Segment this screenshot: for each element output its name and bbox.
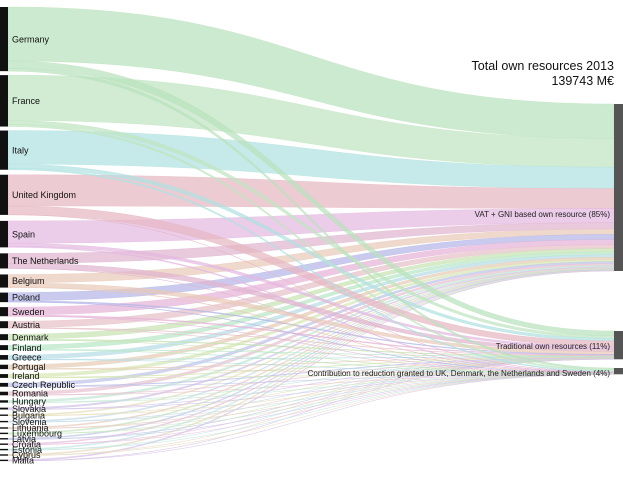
source-label-sweden: Sweden	[12, 307, 45, 317]
source-label-croatia: Croatia	[12, 439, 41, 449]
source-label-bulgaria: Bulgaria	[12, 410, 45, 420]
source-node-luxembourg	[0, 432, 8, 435]
source-label-italy: Italy	[12, 145, 29, 155]
chart-subtitle: 139743 M€	[551, 74, 614, 88]
source-node-lithuania	[0, 427, 8, 429]
source-node-bulgaria	[0, 414, 8, 416]
target-label-1: VAT + GNI based own resource (85%)	[475, 210, 611, 219]
source-node-czech-republic	[0, 382, 8, 387]
source-label-germany: Germany	[12, 34, 50, 44]
target-nodes: VAT + GNI based own resource (85%) Tradit…	[308, 104, 623, 378]
source-label-luxembourg: Luxembourg	[12, 429, 62, 439]
source-node-finland	[0, 345, 8, 351]
source-node-united-kingdom	[0, 174, 8, 215]
source-label-slovakia: Slovakia	[12, 404, 46, 414]
target-label-3: Contribution to reduction granted to UK,…	[308, 369, 611, 378]
source-node-portugal	[0, 364, 8, 370]
source-node-malta	[0, 459, 8, 462]
source-node-slovakia	[0, 407, 8, 410]
source-label-united-kingdom: United Kingdom	[12, 190, 76, 200]
source-label-slovenia: Slovenia	[12, 417, 47, 427]
source-label-ireland: Ireland	[12, 371, 40, 381]
source-label-poland: Poland	[12, 293, 40, 303]
source-node-poland	[0, 292, 8, 303]
source-node-romania	[0, 391, 8, 396]
chart-title: Total own resources 2013	[472, 59, 614, 73]
source-node-italy	[0, 130, 8, 170]
source-node-the-netherlands	[0, 253, 8, 269]
source-label-france: France	[12, 96, 40, 106]
source-label-latvia: Latvia	[12, 434, 36, 444]
source-label-finland: Finland	[12, 343, 42, 353]
source-label-hungary: Hungary	[12, 397, 47, 407]
source-node-estonia	[0, 448, 8, 451]
source-label-austria: Austria	[12, 320, 40, 330]
flow-links	[7, 6, 615, 462]
source-node-spain	[0, 220, 8, 248]
source-nodes: Germany France Italy United Kingdom Spain The…	[0, 7, 79, 466]
source-node-germany	[0, 7, 8, 72]
source-node-ireland	[0, 374, 8, 378]
target-node-3	[614, 368, 623, 375]
source-node-latvia	[0, 438, 8, 440]
source-node-sweden	[0, 307, 8, 317]
source-node-slovenia	[0, 420, 8, 423]
source-node-hungary	[0, 400, 8, 403]
source-node-austria	[0, 321, 8, 329]
source-label-czech-republic: Czech Republic	[12, 380, 76, 390]
source-label-lithuania: Lithuania	[12, 423, 49, 433]
source-node-denmark	[0, 334, 8, 341]
source-label-malta: Malta	[12, 456, 34, 466]
source-node-belgium	[0, 274, 8, 288]
target-node-2	[614, 331, 623, 360]
flow-malta-to-target-3	[7, 374, 615, 462]
source-label-belgium: Belgium	[12, 276, 45, 286]
source-label-estonia: Estonia	[12, 445, 42, 455]
flow-malta-to-target-1	[7, 270, 615, 462]
source-label-cyprus: Cyprus	[12, 450, 41, 460]
source-label-denmark: Denmark	[12, 332, 49, 342]
source-label-greece: Greece	[12, 353, 42, 363]
source-node-croatia	[0, 443, 8, 445]
target-label-2: Traditional own resources (11%)	[496, 342, 611, 351]
source-node-greece	[0, 355, 8, 360]
source-label-portugal: Portugal	[12, 362, 46, 372]
target-node-1	[614, 104, 623, 271]
source-label-romania: Romania	[12, 389, 48, 399]
source-node-france	[0, 75, 8, 127]
source-node-cyprus	[0, 454, 8, 456]
source-label-spain: Spain	[12, 229, 35, 239]
source-label-the-netherlands: The Netherlands	[12, 256, 79, 266]
